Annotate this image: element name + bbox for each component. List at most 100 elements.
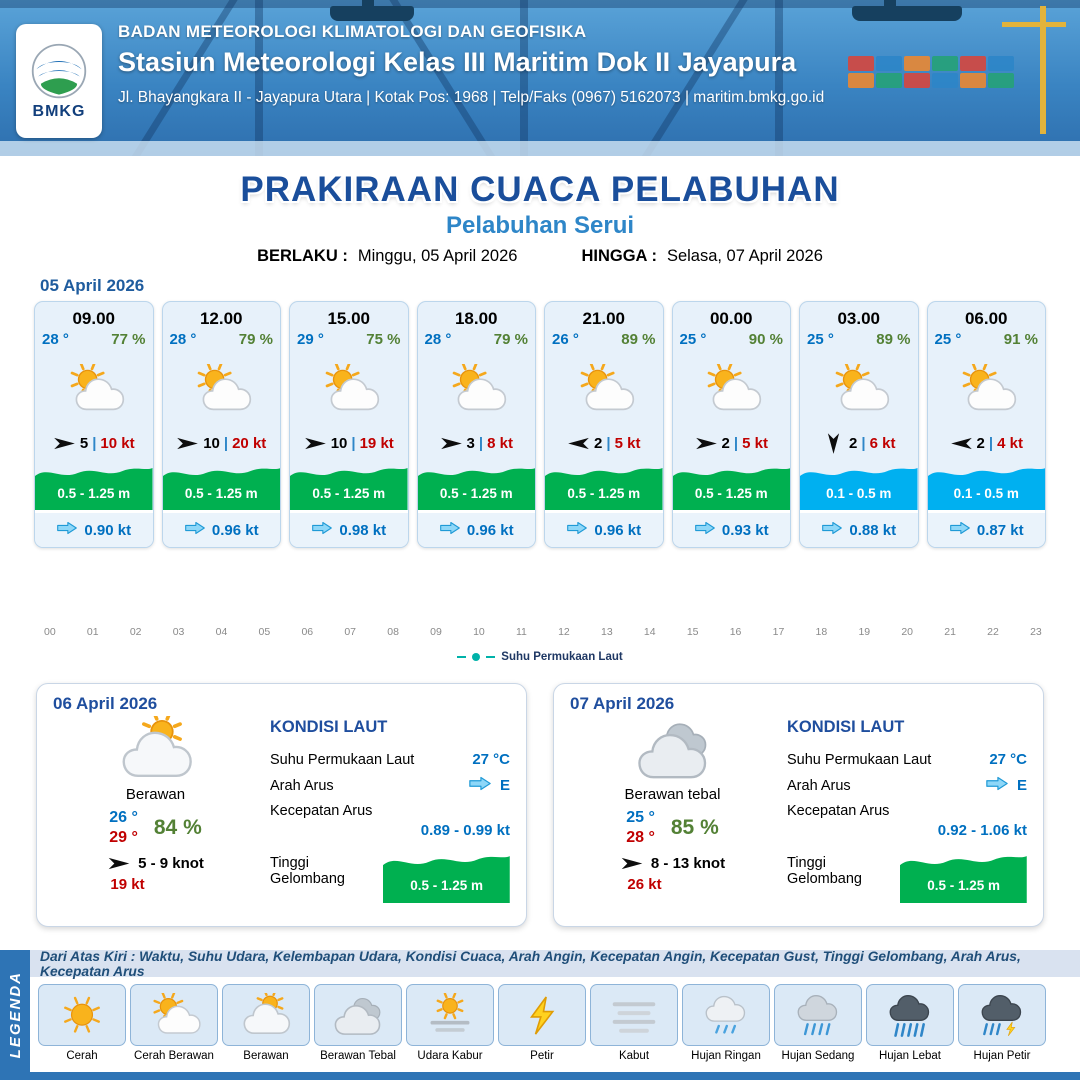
weather-icon (545, 348, 663, 430)
legend-item: Hujan Lebat (866, 984, 954, 1062)
wind-row: 2 | 5 kt (673, 430, 791, 456)
temp-humidity-row: 28 ° 79 % (418, 329, 536, 348)
current-direction-icon (184, 521, 206, 540)
wind-direction-icon (53, 436, 76, 451)
relative-humidity: 91 % (1003, 331, 1038, 348)
temp-humidity-row: 25 ° 89 % (800, 329, 918, 348)
temp-humidity-row: 25 ° 90 % (673, 329, 791, 348)
current-direction-label: Arah Arus (787, 777, 851, 794)
hour-tick-label: 06 (301, 626, 314, 638)
relative-humidity: 89 % (621, 331, 656, 348)
legend-item: Petir (498, 984, 586, 1062)
wave-height-band: 0.5 - 1.25 m (35, 458, 153, 510)
legend-item: Kabut (590, 984, 678, 1062)
legend-item-label: Udara Kabur (417, 1050, 483, 1062)
wind-gust-separator: | (861, 434, 866, 452)
sst-legend-line (486, 656, 496, 658)
current-speed: 0.98 kt (339, 521, 387, 539)
hour-tick-label: 18 (815, 626, 828, 638)
forecast-card: 06.00 25 ° 91 % 2 | 4 kt 0.1 - 0.5 m 0.8… (926, 301, 1046, 548)
temp-humidity-row: 29 ° 75 % (290, 329, 408, 348)
forecast-card: 18.00 28 ° 79 % 3 | 8 kt 0.5 - 1.25 m 0.… (416, 301, 536, 548)
wind-row: 2 | 5 kt (545, 430, 663, 456)
legend-item: Udara Kabur (406, 984, 494, 1062)
gust-speed: 8 kt (487, 434, 513, 452)
day2-wave-value: 0.5 - 1.25 m (410, 878, 484, 893)
air-temperature: 29 ° (297, 331, 324, 348)
wind-row: 2 | 6 kt (800, 430, 918, 456)
legend-side-strip: LEGENDA (0, 950, 30, 1080)
wave-height-value: 0.5 - 1.25 m (312, 486, 386, 501)
wind-direction-icon (621, 857, 643, 870)
wind-gust-separator: | (92, 434, 97, 452)
forecast-time: 12.00 (199, 309, 243, 328)
wind-speed: 2 (976, 434, 985, 452)
wind-speed: 2 (594, 434, 603, 452)
wave-height-value: 0.5 - 1.25 m (57, 486, 131, 501)
day3-sst-value: 27 °C (989, 751, 1027, 768)
current-speed: 0.93 kt (721, 521, 769, 539)
legend-item-label: Hujan Petir (973, 1050, 1031, 1062)
valid-from-value: Minggu, 05 April 2026 (357, 247, 518, 265)
legend-bottom-strip (0, 1072, 1080, 1080)
sea-conditions-title: KONDISI LAUT (787, 718, 905, 736)
gust-speed: 4 kt (997, 434, 1023, 452)
wind-row: 10 | 20 kt (163, 430, 281, 456)
legend-item: Cerah (38, 984, 126, 1062)
hour-tick-label: 14 (643, 626, 656, 638)
day3-current-direction: E (1016, 777, 1027, 794)
hourly-forecast-row: 09.00 28 ° 77 % 5 | 10 kt 0.5 - 1.25 m 0… (34, 301, 1046, 548)
day3-weather-icon (630, 716, 716, 788)
wind-gust-separator: | (733, 434, 739, 452)
hour-tick-label: 05 (258, 626, 271, 638)
legend-title: LEGENDA (6, 971, 24, 1059)
forecast-time: 06.00 (964, 309, 1008, 328)
current-direction-icon (56, 521, 78, 540)
current-row: 0.87 kt (927, 510, 1045, 547)
berawan-tebal-icon (314, 984, 402, 1046)
valid-from-label: BERLAKU : (257, 247, 348, 265)
weather-icon (928, 348, 1046, 430)
hour-tick-label: 21 (944, 626, 956, 638)
legend-item: Berawan (222, 984, 310, 1062)
day2-temp-min: 26 ° (109, 809, 138, 826)
wave-height-band: 0.5 - 1.25 m (545, 458, 663, 510)
hour-tick-label: 07 (344, 626, 357, 638)
sst-legend-dot (472, 653, 481, 661)
current-direction-icon (311, 521, 333, 540)
legend-item: Berawan Tebal (314, 984, 402, 1062)
current-row: 0.96 kt (417, 510, 535, 547)
wind-row: 3 | 8 kt (418, 430, 536, 456)
day3-wind-range: 8 - 13 knot (650, 855, 726, 872)
current-speed: 0.96 kt (211, 521, 259, 539)
temp-humidity-row: 26 ° 89 % (545, 329, 663, 348)
current-row: 0.88 kt (800, 510, 918, 547)
berawan-icon (222, 984, 310, 1046)
wind-gust-separator: | (606, 434, 611, 452)
wind-direction-icon (950, 436, 973, 451)
current-speed: 0.90 kt (84, 521, 132, 539)
day2-current-direction: E (499, 777, 510, 794)
chart-hour-axis: 00 01 02 03 04 05 06 07 08 09 10 11 12 13 14 15 16 17 18 19… (44, 626, 1042, 638)
day3-temp-max: 28 ° (626, 829, 655, 846)
hour-tick-label: 01 (86, 626, 99, 638)
day3-current-speed: 0.92 - 1.06 kt (937, 822, 1027, 839)
wave-height-band: 0.5 - 1.25 m (162, 458, 280, 510)
day2-current-speed: 0.89 - 0.99 kt (420, 822, 510, 839)
hour-tick-label: 02 (129, 626, 142, 638)
container-stack (848, 56, 1014, 88)
legend-item-label: Hujan Sedang (781, 1050, 855, 1062)
current-row: 0.90 kt (35, 510, 153, 547)
window-frame-beam (775, 0, 783, 156)
relative-humidity: 79 % (238, 331, 273, 348)
wave-height-value: 0.5 - 1.25 m (567, 486, 641, 501)
air-temperature: 25 ° (807, 331, 834, 348)
legend-section: LEGENDA Dari Atas Kiri : Waktu, Suhu Uda… (0, 949, 1080, 1080)
window-frame-beam (255, 0, 263, 156)
hour-tick-label: 11 (515, 626, 527, 638)
legend-item-label: Cerah (66, 1050, 98, 1062)
sst-label: Suhu Permukaan Laut (787, 751, 932, 768)
day1-date: 05 April 2026 (40, 276, 145, 295)
air-temperature: 25 ° (679, 331, 707, 348)
wind-direction-icon (567, 436, 590, 451)
